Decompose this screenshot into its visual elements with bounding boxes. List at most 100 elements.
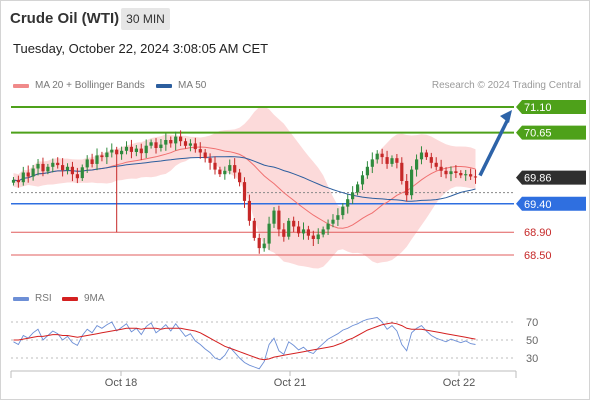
instrument-title: Crude Oil (WTI) <box>10 10 120 27</box>
legend-item-rsi: RSI <box>13 293 52 304</box>
candle-body <box>233 165 237 173</box>
candle-body <box>41 163 45 172</box>
price-tag-69.40 <box>516 196 586 211</box>
candle-body <box>95 155 99 164</box>
candle-body <box>110 149 114 153</box>
candle-body <box>375 153 379 160</box>
candle-body <box>164 140 168 145</box>
legend-label: 9MA <box>84 293 105 304</box>
candle-body <box>193 143 197 150</box>
candle-body <box>154 142 158 148</box>
candle-body <box>129 146 133 152</box>
candle-body <box>424 152 428 158</box>
time-axis-label: Oct 22 <box>443 377 475 389</box>
candle-body <box>183 141 188 146</box>
candle-body <box>306 229 310 236</box>
legend-label: MA 20 + Bollinger Bands <box>35 80 145 91</box>
candle-body <box>242 182 247 201</box>
candle-body <box>213 162 217 170</box>
time-axis-label: Oct 18 <box>105 377 137 389</box>
candle-body <box>365 166 369 176</box>
candle-body <box>120 150 124 155</box>
candle-body <box>134 148 138 152</box>
candle-body <box>198 149 202 153</box>
candle-body <box>405 181 409 196</box>
legend-swatch <box>62 296 78 301</box>
candle-body <box>115 149 119 155</box>
candle-body <box>272 210 276 224</box>
candle-body <box>36 163 40 169</box>
candle-body <box>326 223 330 230</box>
candle-body <box>311 235 315 239</box>
candle-body <box>419 152 424 160</box>
candle-body <box>70 166 74 175</box>
candle-body <box>360 175 365 185</box>
candle-body <box>159 144 163 148</box>
candle-body <box>257 237 261 249</box>
candle-body <box>65 166 70 171</box>
candle-body <box>124 146 129 151</box>
candle-body <box>61 165 65 171</box>
price-tag-label-69.86: 69.86 <box>524 173 552 185</box>
candle-body <box>370 159 374 167</box>
candle-body <box>144 145 148 154</box>
candle-body <box>252 220 256 238</box>
candle-body <box>51 162 55 167</box>
candle-body <box>449 171 453 175</box>
rsi-ma-line <box>13 322 476 361</box>
candle-body <box>21 172 25 183</box>
candle-body <box>16 179 20 183</box>
price-tag-label-68.50: 68.50 <box>524 250 552 262</box>
candle-body <box>415 159 419 170</box>
price-tag-70.65 <box>516 125 586 140</box>
candle-body <box>473 176 478 178</box>
candle-body <box>31 168 35 177</box>
candle-body <box>26 172 30 177</box>
candle-body <box>439 166 443 171</box>
legend-item-ma50: MA 50 <box>156 80 206 91</box>
candle-body <box>105 152 109 158</box>
candle-body <box>169 140 173 144</box>
candle-body <box>331 219 335 224</box>
legend-swatch <box>156 83 172 88</box>
candle-body <box>100 155 104 158</box>
candle-body <box>80 167 84 179</box>
candle-body <box>301 229 306 234</box>
candle-body <box>262 243 266 249</box>
candle-body <box>434 162 438 167</box>
legend-swatch <box>13 83 29 88</box>
legend-item-9ma: 9MA <box>62 293 105 304</box>
forecast-arrow-shaft <box>478 118 510 177</box>
ma50-line <box>13 156 476 202</box>
candle-body <box>341 206 345 216</box>
candle-body <box>400 162 404 181</box>
candle-body <box>321 229 325 235</box>
candle-body <box>395 158 399 163</box>
candle-body <box>469 174 473 177</box>
rsi-level-label: 70 <box>526 317 538 329</box>
candle-body <box>351 192 355 200</box>
time-axis-label: Oct 21 <box>274 377 306 389</box>
rsi-level-label: 30 <box>526 353 538 365</box>
candle-body <box>282 229 286 237</box>
research-credit: Research © 2024 Trading Central <box>431 80 581 91</box>
candle-body <box>247 200 251 221</box>
legend-label: MA 50 <box>178 80 207 91</box>
datetime-label: Tuesday, October 22, 2024 3:08:05 AM CET <box>13 41 269 56</box>
candle-body <box>228 165 232 171</box>
candle-body <box>459 173 463 176</box>
price-tag-71.10 <box>516 100 586 114</box>
candle-body <box>454 171 458 173</box>
candle-body <box>390 158 394 164</box>
candle-body <box>56 162 60 166</box>
candle-body <box>444 170 448 175</box>
candle-body <box>316 234 320 240</box>
candle-body <box>429 157 433 163</box>
candle-body <box>203 152 207 159</box>
timeframe-badge[interactable]: 30 MIN <box>121 8 170 30</box>
candle-body <box>223 170 227 175</box>
candle-body <box>336 215 340 220</box>
candle-body <box>139 148 143 154</box>
forecast-arrow-head <box>500 110 512 123</box>
candle-body <box>208 158 212 163</box>
